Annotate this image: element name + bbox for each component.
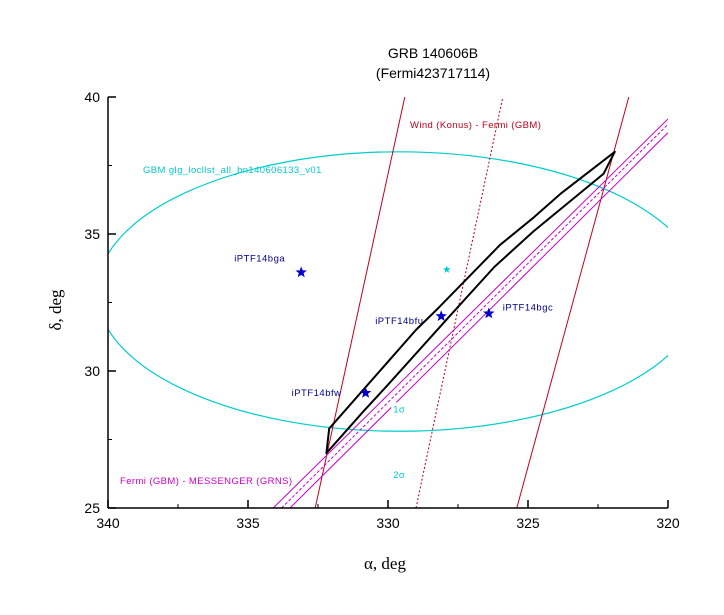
one-sigma-label-halo — [391, 402, 408, 415]
intersection-box — [325, 150, 616, 455]
source-star — [359, 386, 372, 398]
gbm-center-star — [443, 265, 451, 273]
source-star — [435, 310, 447, 322]
gbm-contour-label: GBM glg_locllst_all_bn140606133_v01 — [143, 165, 322, 176]
konus-fermi-bound — [516, 97, 630, 508]
x-tick-label: 325 — [516, 515, 540, 531]
source-label: iPTF14bgc — [503, 302, 553, 313]
y-tick-label: 40 — [84, 89, 100, 105]
source-star — [483, 307, 495, 319]
fermi-messenger-center — [281, 124, 668, 508]
plot-clip-group: iPTF14bga iPTF14bfu iPTF14bgc iPTF14bfw — [108, 97, 668, 508]
y-tick-label: 35 — [84, 226, 100, 242]
chart-subtitle: (Fermi423717114) — [376, 65, 490, 81]
two-sigma-label: 2σ — [393, 470, 405, 481]
fermi-messenger-bound — [272, 118, 668, 508]
source-label: iPTF14bga — [234, 253, 285, 264]
chart-title: GRB 140606B — [388, 45, 478, 61]
konus-fermi-label: Wind (Konus) - Fermi (GBM) — [410, 120, 541, 131]
x-tick-label: 335 — [236, 515, 260, 531]
axis-ticks: 340 335 330 325 320 40 35 30 25 — [84, 89, 679, 531]
gbm-1sigma-contour — [108, 151, 668, 432]
x-tick-label: 330 — [376, 515, 400, 531]
two-sigma-label-halo — [391, 468, 408, 481]
source-label: iPTF14bfw — [292, 388, 342, 399]
y-tick-label: 30 — [84, 363, 100, 379]
x-tick-label: 340 — [96, 515, 120, 531]
y-axis-label: δ, deg — [46, 289, 65, 331]
one-sigma-label: 1σ — [393, 404, 405, 415]
x-axis-label: α, deg — [364, 554, 406, 573]
source-star — [295, 266, 307, 278]
x-tick-label: 320 — [656, 515, 680, 531]
y-tick-label: 25 — [84, 500, 100, 516]
fermi-messenger-label: Fermi (GBM) - MESSENGER (GRNS) — [120, 476, 292, 487]
source-label: iPTF14bfu — [375, 316, 423, 327]
plot-area: iPTF14bga iPTF14bfu iPTF14bgc iPTF14bfw GBM … — [108, 97, 668, 508]
konus-fermi-center — [415, 97, 504, 508]
fermi-messenger-bound — [289, 132, 668, 508]
konus-fermi-bound — [314, 97, 406, 508]
